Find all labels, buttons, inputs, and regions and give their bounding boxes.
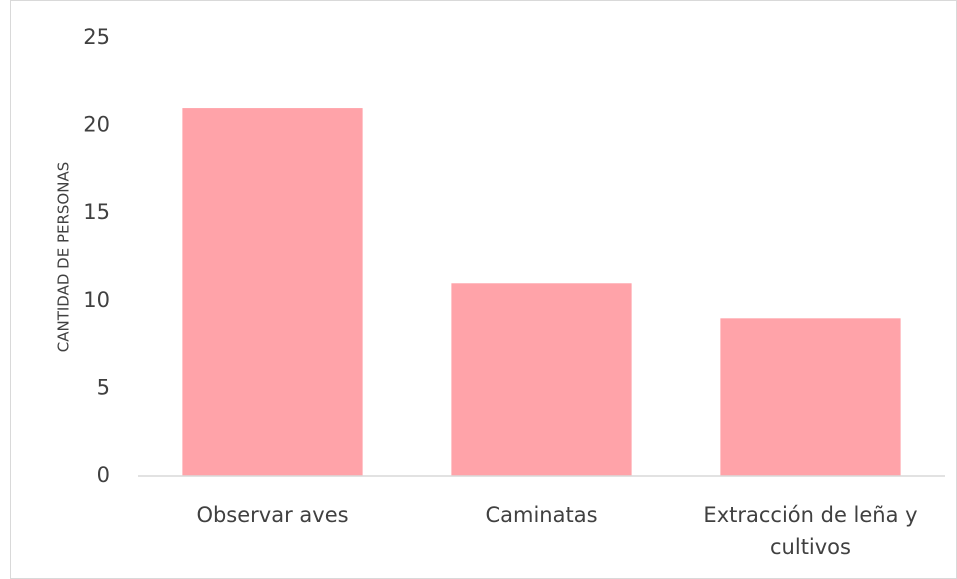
bar bbox=[720, 318, 901, 476]
x-tick-label: Extracción de leña y cultivos bbox=[703, 503, 917, 559]
x-tick-label: Caminatas bbox=[485, 503, 597, 527]
x-tick-label: Observar aves bbox=[196, 503, 348, 527]
y-tick-label: 25 bbox=[83, 25, 110, 49]
y-tick-label: 5 bbox=[97, 375, 110, 399]
y-tick-label: 10 bbox=[83, 288, 110, 312]
y-tick-label: 20 bbox=[83, 113, 110, 137]
bar bbox=[182, 108, 363, 476]
y-tick-label: 15 bbox=[83, 200, 110, 224]
y-axis-label: CANTIDAD DE PERSONAS bbox=[55, 162, 73, 352]
bar bbox=[451, 283, 632, 476]
y-tick-label: 0 bbox=[97, 463, 110, 487]
